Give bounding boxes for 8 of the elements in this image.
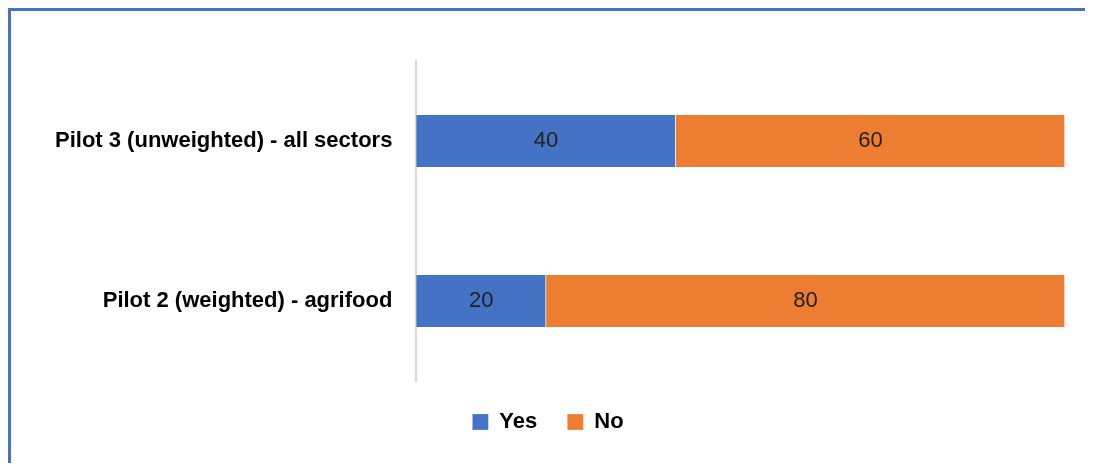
legend-label: No (594, 408, 624, 434)
y-tick-label: Pilot 3 (unweighted) - all sectors (54, 127, 393, 153)
data-label: 80 (793, 287, 818, 313)
legend-label: Yes (499, 408, 538, 434)
data-label: 60 (858, 127, 883, 153)
data-label: 20 (469, 287, 494, 313)
data-label: 40 (533, 127, 559, 153)
y-tick-label: Pilot 2 (weighted) - agrifood (102, 287, 393, 313)
